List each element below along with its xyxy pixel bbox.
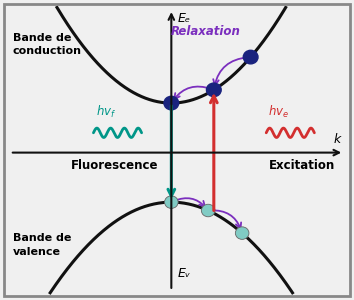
Text: Bande de
valence: Bande de valence [13,233,71,256]
Circle shape [206,83,221,97]
Text: Eᵥ: Eᵥ [178,267,191,280]
Circle shape [235,227,249,239]
Text: Bande de
conduction: Bande de conduction [13,33,82,56]
Circle shape [164,96,179,110]
Text: $hv_e$: $hv_e$ [268,104,290,120]
Circle shape [165,196,178,208]
Text: Fluorescence: Fluorescence [71,159,159,172]
Text: $hv_f$: $hv_f$ [96,104,116,120]
Text: k: k [334,133,341,146]
Text: Excitation: Excitation [268,159,335,172]
Circle shape [243,50,258,64]
Circle shape [201,204,215,217]
Text: Eₑ: Eₑ [178,12,191,25]
Text: Relaxation: Relaxation [170,25,240,38]
